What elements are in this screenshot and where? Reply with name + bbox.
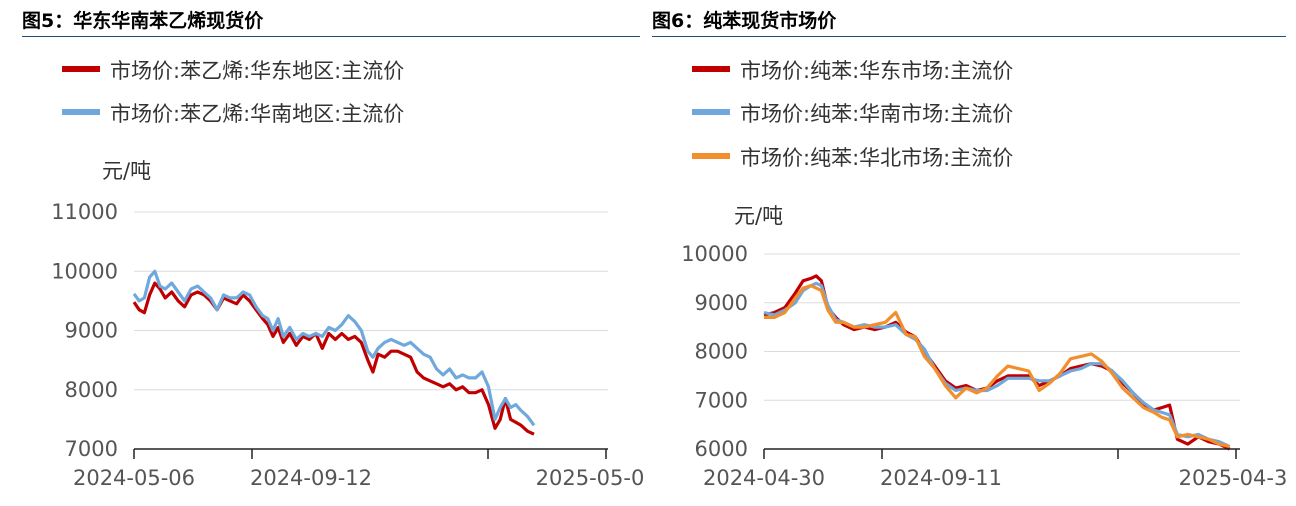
series-line: [132, 281, 535, 436]
figure-5-title: 图5：华东华南苯乙烯现货价: [22, 10, 264, 32]
y-tick-label: 10000: [681, 242, 748, 266]
series-line: [132, 269, 536, 427]
figure-6-plot: 10000 9000 8000 7000 6000 2024-04-30 2024-09-1…: [681, 242, 1288, 490]
y-tick-label: 9000: [695, 291, 748, 315]
x-tick-label: 2024-09-12: [250, 466, 372, 490]
x-tick-label: 2024-09-11: [880, 466, 1002, 490]
legend-label: 市场价:苯乙烯:华东地区:主流价: [110, 59, 405, 83]
legend-swatch-blue: [62, 109, 100, 115]
figure-5-unit-label: 元/吨: [102, 159, 152, 183]
x-tick-label: 2025-05-0: [536, 466, 645, 490]
figure-5-title-rule: [22, 36, 640, 37]
y-tick-label: 7000: [695, 388, 748, 412]
legend-label: 市场价:纯苯:华北市场:主流价: [740, 146, 1014, 170]
figure-5-plot: 11000 10000 9000 8000 7000 2024-05-06 2024-09-…: [51, 200, 645, 490]
series-line: [763, 281, 1231, 449]
legend-swatch-red: [692, 66, 730, 72]
y-tick-label: 7000: [65, 437, 118, 461]
figure-5-panel: 图5：华东华南苯乙烯现货价 市场价:苯乙烯:华东地区:主流价 市场价:苯乙烯:华…: [22, 10, 645, 490]
legend-label: 市场价:纯苯:华南市场:主流价: [740, 102, 1014, 126]
legend-swatch-blue: [692, 109, 730, 115]
figure-6-title-rule: [652, 36, 1286, 37]
legend-swatch-orange: [692, 153, 730, 159]
y-tick-label: 8000: [695, 340, 748, 364]
y-tick-label: 9000: [65, 319, 118, 343]
figure-6-unit-label: 元/吨: [734, 204, 784, 228]
x-tick-label: 2025-04-3: [1179, 466, 1288, 490]
legend-label: 市场价:纯苯:华东市场:主流价: [740, 59, 1014, 83]
x-tick-label: 2024-05-06: [73, 466, 195, 490]
y-tick-label: 10000: [51, 259, 118, 283]
figure-6-title: 图6：纯苯现货市场价: [652, 10, 837, 32]
y-tick-label: 6000: [695, 437, 748, 461]
series-line: [764, 284, 1230, 449]
legend-label: 市场价:苯乙烯:华南地区:主流价: [110, 102, 405, 126]
x-tick-label: 2024-04-30: [703, 466, 825, 490]
series-line: [763, 274, 1231, 451]
y-tick-label: 11000: [51, 200, 118, 224]
figure-6-panel: 图6：纯苯现货市场价 市场价:纯苯:华东市场:主流价 市场价:纯苯:华南市场:主…: [648, 0, 1296, 506]
y-tick-label: 8000: [65, 378, 118, 402]
legend-swatch-red: [62, 66, 100, 72]
